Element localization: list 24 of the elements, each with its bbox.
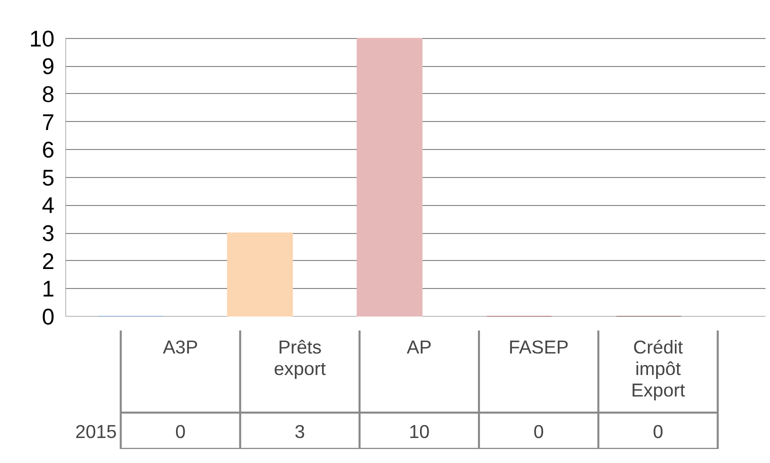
bar (227, 232, 293, 316)
data-label: 0 (533, 421, 544, 442)
y-tick-label: 5 (42, 164, 55, 190)
y-tick-label: 0 (42, 304, 55, 330)
y-tick-label: 9 (42, 53, 55, 80)
data-label: 0 (175, 421, 186, 442)
x-tick-label: A3P (162, 336, 198, 358)
x-tick-label: AP (406, 336, 432, 358)
y-tick-label: 1 (42, 276, 55, 302)
y-tick-label: 8 (42, 80, 55, 107)
x-tick-label: Prêts export (274, 336, 327, 380)
text: 2015 (75, 421, 117, 442)
data-label: 3 (294, 421, 306, 442)
x-tick-label: FASEP (508, 336, 569, 358)
y-tick-label: 7 (42, 108, 55, 135)
y-tick-label: 10 (29, 25, 54, 52)
data-label: 10 (408, 421, 430, 442)
y-tick-label: 2 (42, 248, 55, 274)
data-label: 0 (652, 421, 664, 442)
x-tick-label: Crédit impôt Export (631, 336, 686, 400)
y-tick-label: 6 (42, 136, 55, 163)
y-tick-label: 3 (42, 220, 55, 246)
y-tick-label: 4 (42, 192, 55, 218)
bar (356, 38, 422, 316)
